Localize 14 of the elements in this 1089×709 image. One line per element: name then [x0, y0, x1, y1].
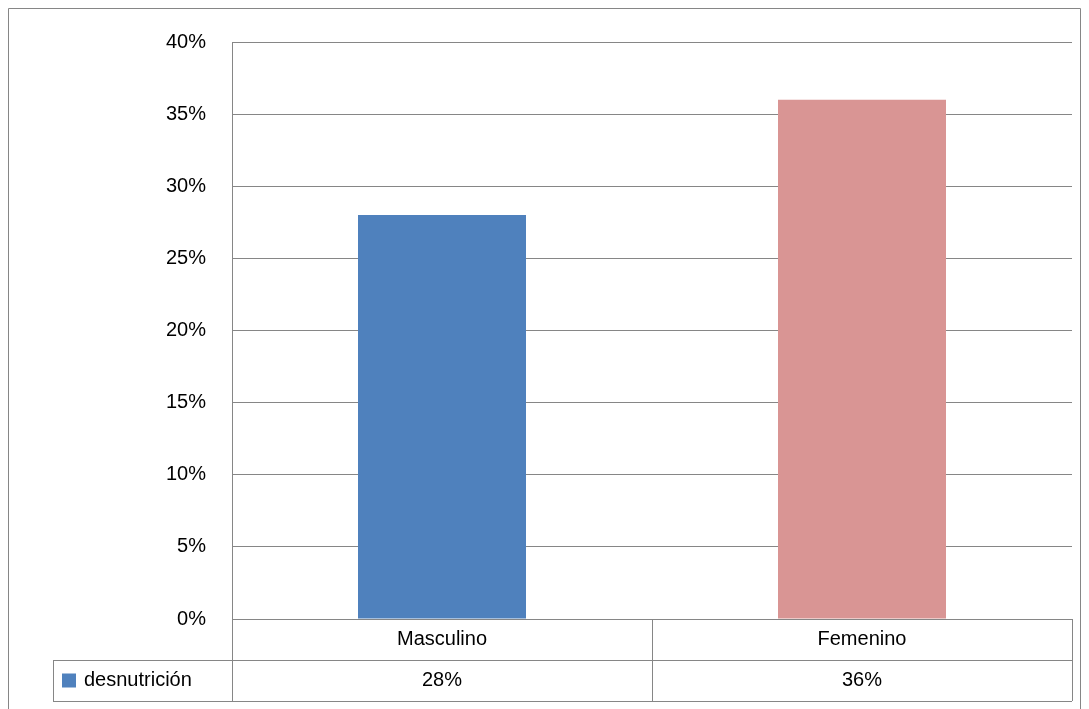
x-tick-label: Masculino — [396, 626, 488, 649]
data-label: 28% — [421, 668, 463, 691]
x-tick-label: Femenino — [817, 626, 907, 649]
y-tick-label: 35% — [165, 101, 207, 124]
y-tick-label: 20% — [165, 318, 207, 341]
y-tick-label: 15% — [165, 390, 207, 413]
y-tick-label: 10% — [165, 462, 207, 485]
y-tick-label: 40% — [165, 29, 207, 52]
y-tick-label: 5% — [177, 534, 207, 557]
y-tick-label: 25% — [165, 245, 207, 268]
data-label: 36% — [841, 668, 883, 691]
legend-label: desnutrición — [84, 668, 192, 691]
y-tick-label: 0% — [177, 606, 207, 629]
y-tick-label: 30% — [165, 173, 207, 196]
